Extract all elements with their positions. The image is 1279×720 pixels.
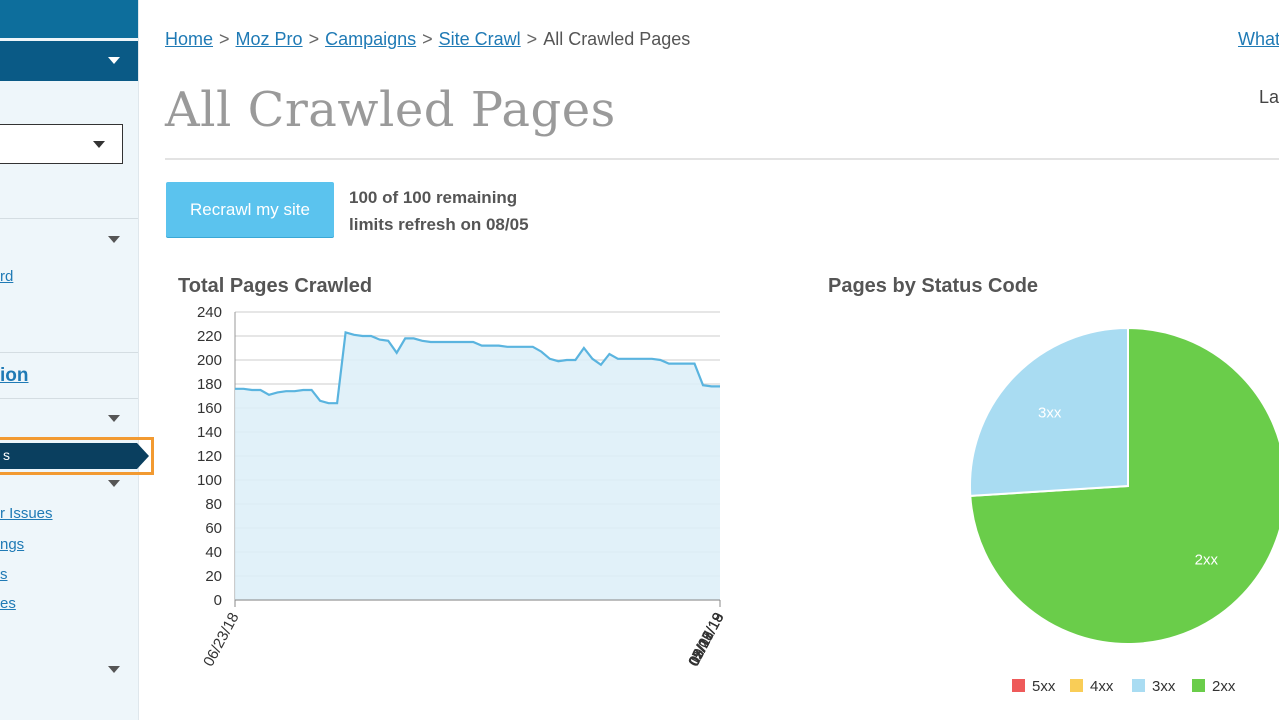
pie-slice-label: 2xx (1195, 552, 1219, 569)
legend-label: 3xx (1152, 678, 1176, 695)
sidebar: rd ion s r Issues ngs s es (0, 0, 154, 720)
sidebar-item-label: s (3, 447, 10, 463)
legend-label: 2xx (1212, 678, 1236, 695)
chevron-down-icon[interactable] (93, 141, 105, 148)
title-divider (165, 158, 1279, 160)
active-item-arrow (137, 443, 149, 469)
divider (0, 352, 138, 353)
crawl-limit-info: 100 of 100 remaining limits refresh on 0… (349, 184, 529, 238)
campaign-select[interactable] (0, 124, 123, 164)
pages-by-status-code-chart: 2xx 3xx 5xx 4xx 3xx 2xx (968, 326, 1279, 695)
legend-label: 4xx (1090, 678, 1114, 695)
y-tick-label: 120 (197, 448, 222, 465)
breadcrumb-separator: > (219, 29, 230, 49)
sidebar-link-issues[interactable]: r Issues (0, 505, 53, 522)
chevron-down-icon[interactable] (108, 415, 120, 422)
pie-slice-3xx (968, 326, 1129, 497)
breadcrumb-campaigns[interactable]: Campaigns (325, 29, 417, 49)
sidebar-item-all-crawled-pages[interactable]: s (0, 437, 154, 475)
y-tick-label: 40 (205, 544, 222, 561)
breadcrumb-site-crawl[interactable]: Site Crawl (438, 29, 521, 49)
legend-swatch (1070, 679, 1083, 692)
y-tick-label: 80 (205, 496, 222, 513)
divider (0, 398, 138, 399)
line-chart-title: Total Pages Crawled (178, 275, 373, 297)
y-tick-label: 140 (197, 424, 222, 441)
y-tick-label: 0 (214, 592, 222, 609)
y-tick-label: 240 (197, 304, 222, 321)
sidebar-link-pages[interactable]: es (0, 595, 16, 612)
y-tick-label: 180 (197, 376, 222, 393)
header-right-text: La (1259, 87, 1279, 107)
pie-slice-label: 3xx (1038, 405, 1062, 422)
legend-swatch (1132, 679, 1145, 692)
y-tick-label: 100 (197, 472, 222, 489)
y-tick-label: 200 (197, 352, 222, 369)
chevron-down-icon[interactable] (108, 236, 120, 243)
breadcrumb: Home > Moz Pro > Campaigns > Site Crawl > All Cr… (165, 29, 690, 50)
page-title: All Crawled Pages (165, 82, 616, 138)
x-tick-label: 07/26/19 (685, 610, 727, 670)
legend-swatch (1192, 679, 1205, 692)
x-tick-label: 06/23/18 (200, 610, 242, 670)
chevron-down-icon[interactable] (108, 480, 120, 487)
y-tick-label: 160 (197, 400, 222, 417)
breadcrumb-current: All Crawled Pages (543, 29, 691, 49)
whats-new-link[interactable]: What (1238, 29, 1279, 49)
chevron-down-icon[interactable] (108, 57, 120, 64)
sidebar-link-dashboard[interactable]: rd (0, 268, 14, 285)
remaining-count: 100 of 100 remaining (349, 188, 518, 207)
sidebar-link-warnings[interactable]: ngs (0, 536, 25, 553)
breadcrumb-separator: > (308, 29, 320, 49)
pie-chart-title: Pages by Status Code (828, 275, 1039, 297)
divider (0, 218, 138, 219)
area-fill (235, 332, 720, 600)
pie-slice-2xx (969, 326, 1279, 645)
active-item-background (0, 443, 137, 469)
breadcrumb-separator: > (422, 29, 433, 49)
sidebar-top-bar (0, 0, 138, 38)
refresh-date: limits refresh on 08/05 (349, 215, 529, 234)
legend-label: 5xx (1032, 678, 1056, 695)
recrawl-button[interactable]: Recrawl my site (166, 182, 334, 237)
account-switcher[interactable] (0, 41, 138, 81)
total-pages-crawled-chart: 0 20 40 60 80 100 120 140 160 180 200 220 240 06/23/1… (197, 304, 728, 670)
series-line (235, 330, 720, 405)
y-tick-label: 220 (197, 328, 222, 345)
sidebar-link-notices[interactable]: s (0, 566, 8, 583)
sidebar-section-heading[interactable]: ion (0, 365, 29, 386)
breadcrumb-home[interactable]: Home (165, 29, 214, 49)
y-tick-label: 60 (205, 520, 222, 537)
chevron-down-icon[interactable] (108, 666, 120, 673)
y-tick-label: 20 (205, 568, 222, 585)
legend-swatch (1012, 679, 1025, 692)
breadcrumb-separator: > (526, 29, 538, 49)
breadcrumb-moz-pro[interactable]: Moz Pro (235, 29, 303, 49)
